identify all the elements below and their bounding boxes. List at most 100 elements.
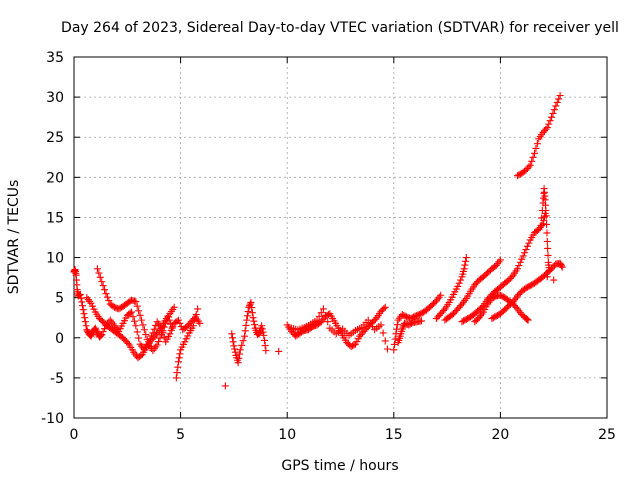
data-point — [524, 316, 532, 324]
y-tick-label: 30 — [46, 90, 64, 106]
data-point — [544, 244, 552, 252]
y-tick-label: 20 — [46, 170, 64, 186]
data-point — [236, 350, 244, 358]
data-point — [543, 124, 551, 132]
data-point — [319, 305, 327, 313]
data-point — [98, 278, 106, 286]
data-point — [143, 335, 151, 343]
data-point — [261, 342, 269, 350]
data-point — [381, 337, 389, 345]
data-point — [391, 340, 399, 348]
data-point — [93, 265, 101, 273]
data-point — [243, 312, 251, 320]
series-s8 — [432, 254, 470, 323]
series-s12 — [488, 259, 566, 323]
data-point — [555, 95, 563, 103]
series-s7 — [390, 291, 445, 354]
data-point — [515, 262, 523, 270]
data-points — [70, 92, 566, 390]
data-point — [174, 316, 182, 324]
data-point — [518, 255, 526, 263]
data-point — [229, 338, 237, 346]
x-tick-label: 25 — [598, 427, 616, 443]
data-point — [93, 327, 101, 335]
data-point — [259, 328, 267, 336]
series-s14 — [513, 92, 564, 180]
data-point — [532, 144, 540, 152]
data-point — [231, 345, 239, 353]
data-point — [516, 258, 524, 266]
data-point — [172, 374, 180, 382]
series-s4 — [221, 298, 283, 390]
data-point — [97, 331, 105, 339]
series-s11 — [471, 291, 532, 326]
data-point — [189, 322, 197, 330]
data-point — [548, 113, 556, 121]
data-point — [454, 282, 462, 290]
data-point — [258, 325, 266, 333]
data-point — [543, 238, 551, 246]
y-tick-label: 15 — [46, 210, 64, 226]
data-point — [549, 109, 557, 117]
data-point — [132, 322, 140, 330]
data-point — [236, 346, 244, 354]
data-point — [242, 321, 250, 329]
data-point — [390, 346, 398, 354]
data-point — [234, 359, 242, 367]
data-point — [324, 318, 332, 326]
data-point — [523, 242, 531, 250]
data-point — [128, 308, 136, 316]
data-point — [196, 319, 204, 327]
data-point — [142, 331, 150, 339]
data-point — [174, 358, 182, 366]
data-point — [150, 325, 158, 333]
data-point — [135, 334, 143, 342]
data-point — [248, 309, 256, 317]
data-point — [176, 319, 184, 327]
y-tick-label: 35 — [46, 50, 64, 66]
data-point — [90, 305, 98, 313]
data-point — [460, 265, 468, 273]
data-point — [155, 338, 163, 346]
data-point — [181, 338, 189, 346]
data-point — [543, 273, 551, 281]
data-point — [262, 347, 270, 355]
data-point — [543, 229, 551, 237]
data-point — [542, 125, 550, 133]
data-point — [383, 345, 391, 353]
data-point — [243, 316, 251, 324]
x-tick-label: 5 — [176, 427, 185, 443]
data-point — [81, 318, 89, 326]
data-point — [380, 305, 388, 313]
y-tick-label: 0 — [55, 331, 64, 347]
data-point — [156, 334, 164, 342]
data-point — [379, 329, 387, 337]
data-point — [529, 153, 537, 161]
y-tick-label: -10 — [41, 411, 64, 427]
data-point — [513, 265, 521, 273]
data-point — [519, 252, 527, 260]
data-point — [260, 336, 268, 344]
data-point — [522, 246, 530, 254]
data-point — [545, 120, 553, 128]
x-tick-label: 0 — [70, 427, 79, 443]
data-point — [457, 276, 465, 284]
data-point — [88, 331, 96, 339]
data-point — [437, 291, 445, 299]
y-tick-label: 25 — [46, 130, 64, 146]
data-point — [139, 321, 147, 329]
data-point — [176, 350, 184, 358]
data-point — [160, 323, 168, 331]
data-point — [317, 309, 325, 317]
data-point — [239, 337, 247, 345]
series-s3 — [93, 265, 202, 382]
data-point — [157, 331, 165, 339]
data-point — [248, 304, 256, 312]
data-point — [533, 140, 541, 148]
y-axis-label: SDTVAR / TECUs — [6, 180, 22, 295]
data-point — [247, 298, 255, 306]
data-point — [531, 149, 539, 157]
data-point — [313, 316, 321, 324]
data-point — [525, 163, 533, 171]
